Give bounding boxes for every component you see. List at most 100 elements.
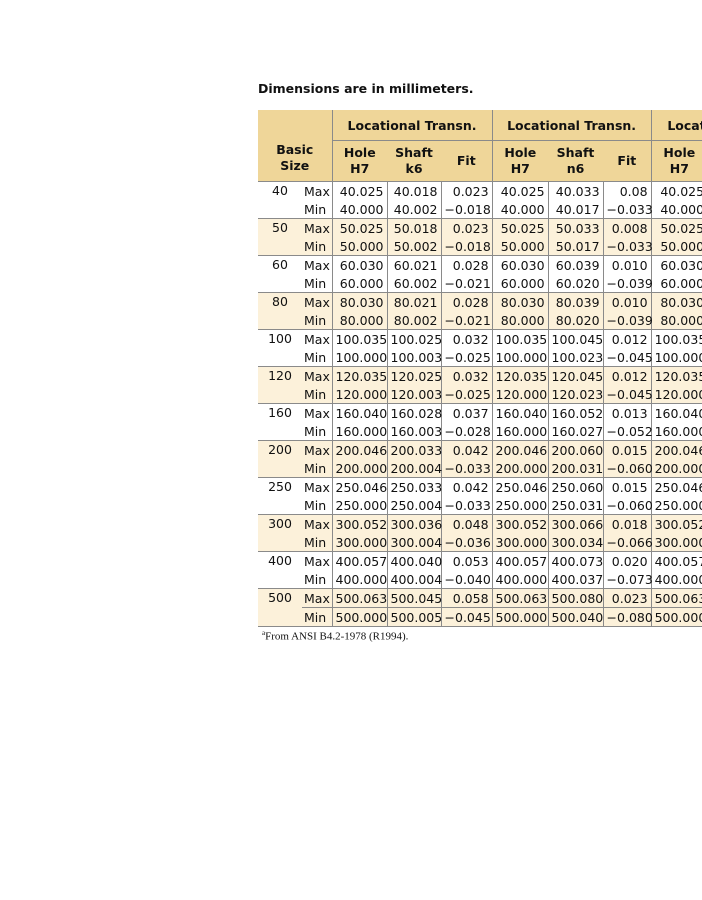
dimension: 500.063: [491, 588, 549, 608]
dimension: 120.035: [650, 366, 702, 385]
dimension: 0.013: [602, 403, 652, 422]
dimension: 40.025: [331, 181, 388, 200]
dimension: 50.025: [491, 218, 549, 237]
limit-label: Max: [302, 255, 333, 274]
dimension: 60.000: [491, 274, 549, 293]
dimension: −0.028: [440, 422, 493, 441]
header-text: H7: [350, 161, 370, 176]
dimension: 0.008: [602, 218, 652, 237]
dimension: 0.023: [440, 218, 493, 237]
footnote: aFrom ANSI B4.2-1978 (R1994).: [262, 629, 408, 643]
dimension: 200.031: [547, 459, 603, 478]
dimension: 100.035: [491, 329, 549, 348]
column-header: Hole H7: [331, 140, 388, 182]
dimension: 160.000: [331, 422, 387, 441]
header-row: Hole H7 Shaft k6 Fit Hole H7 Shaft n6 Fit Hole H7: [258, 140, 702, 182]
dimension: 50.025: [331, 218, 388, 237]
header-text: Shaft: [556, 145, 595, 160]
dimension: 60.020: [547, 274, 604, 293]
table-row: 40 Max 40.025 40.018 0.023 40.025 40.033 0.08 40…: [258, 181, 702, 219]
dimension: −0.033: [602, 237, 653, 256]
basic-size: 100: [258, 329, 302, 367]
dimension: 80.000: [331, 311, 388, 330]
table-row: Min 100.000 100.003 −0.025 100.000 100.023 −0.…: [258, 348, 702, 367]
dimension: 0.053: [440, 551, 493, 570]
dimension: −0.033: [602, 200, 653, 219]
dimension: 60.030: [331, 255, 388, 274]
table-row: 60 Max 60.030 60.021 0.028 60.030 60.039 0.010 6…: [258, 255, 702, 293]
limit-label: Min: [304, 349, 327, 365]
dimension: 0.032: [440, 366, 493, 385]
dimension: 50.002: [386, 237, 442, 256]
dimension: 200.046: [331, 440, 387, 459]
header-text: Fit: [617, 153, 637, 168]
header-text: Size: [280, 158, 310, 173]
header-text: Hole: [663, 145, 696, 160]
table-row: 100 Max 100.035 100.025 0.032 100.035 100.045 0…: [258, 329, 702, 367]
basic-size: 160: [258, 403, 302, 441]
dimension: −0.060: [602, 496, 653, 515]
dimension: 0.015: [602, 477, 652, 496]
dimension: 80.030: [331, 292, 388, 311]
dimension: 0.042: [440, 477, 493, 496]
dimension: 500.063: [331, 588, 387, 608]
dimension: 50.000: [491, 237, 549, 256]
dimension: 400.057: [491, 551, 549, 570]
dimension: 250.046: [650, 477, 702, 496]
dimension: 160.000: [650, 422, 702, 441]
dimension: 160.028: [386, 403, 442, 422]
dimension: −0.033: [440, 459, 493, 478]
basic-size: 40: [258, 181, 302, 219]
table-row: Min 80.000 80.002 −0.021 80.000 80.020 −0.039 8…: [258, 311, 702, 330]
dimension: 300.052: [331, 514, 387, 533]
group-header: Locational Transn.: [331, 110, 493, 141]
dimension: 100.025: [386, 329, 442, 348]
dimension: 250.000: [331, 496, 387, 515]
group-header: Locational Transn.: [650, 110, 702, 141]
dimension: 0.023: [440, 181, 493, 200]
dimension: 60.039: [547, 255, 604, 274]
header-text: Shaft: [395, 145, 433, 160]
caption: Dimensions are in millimeters.: [258, 81, 474, 96]
dimension: 60.000: [331, 274, 388, 293]
limit-label: Min: [304, 423, 327, 439]
header-text: H7: [669, 161, 689, 176]
basic-size: 120: [258, 366, 302, 404]
dimension: 0.028: [440, 292, 493, 311]
dimension: 250.031: [547, 496, 603, 515]
dimension: 120.045: [547, 366, 603, 385]
dimension: 40.017: [547, 200, 604, 219]
dimension: 50.018: [386, 218, 442, 237]
dimension: 200.004: [386, 459, 442, 478]
limit-label: Max: [302, 292, 333, 311]
dimension: 0.010: [602, 255, 652, 274]
dimension: 160.027: [547, 422, 603, 441]
column-header: Fit: [603, 140, 652, 182]
column-header: Hole H7: [491, 140, 549, 182]
dimension: 400.037: [547, 570, 603, 589]
table-row: 120 Max 120.035 120.025 0.032 120.035 120.045 0…: [258, 366, 702, 404]
basic-size: 200: [258, 440, 302, 478]
dimension: 80.002: [386, 311, 442, 330]
basic-size: 50: [258, 218, 302, 256]
header-text: k6: [405, 161, 423, 176]
basic-size: 80: [258, 292, 302, 330]
dimension: 120.025: [386, 366, 442, 385]
dimension: 80.000: [650, 311, 702, 330]
header-text: H7: [510, 161, 530, 176]
limit-label: Max: [302, 440, 333, 459]
table-row: 160 Max 160.040 160.028 0.037 160.040 160.052 0…: [258, 403, 702, 441]
dimension: 80.030: [491, 292, 549, 311]
table-row: 80 Max 80.030 80.021 0.028 80.030 80.039 0.010 8…: [258, 292, 702, 330]
footnote-text: From ANSI B4.2-1978 (R1994).: [265, 630, 409, 643]
dimension: 200.046: [650, 440, 702, 459]
dimension: 40.033: [547, 181, 604, 200]
header-text: Fit: [456, 153, 476, 168]
header-text: Hole: [343, 145, 376, 160]
dimension: −0.018: [440, 200, 493, 219]
dimension: −0.052: [602, 422, 653, 441]
table-row: Min 400.000 400.004 −0.040 400.000 400.037 −0.…: [258, 570, 702, 589]
dimension: 120.000: [491, 385, 549, 404]
limit-label: Max: [302, 588, 333, 608]
